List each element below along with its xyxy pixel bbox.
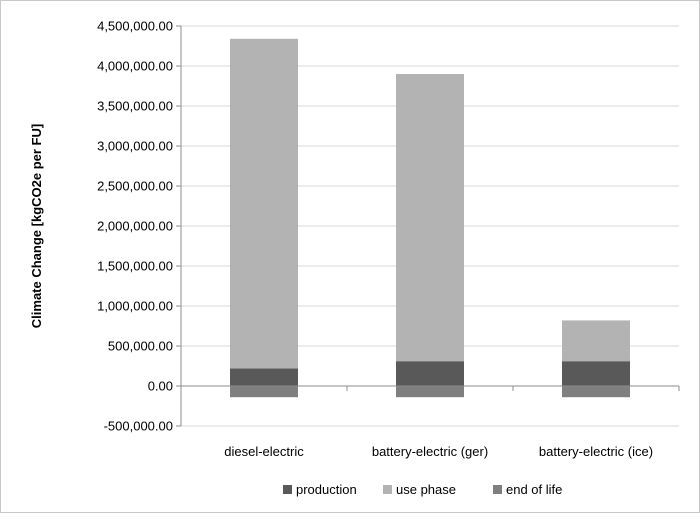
legend: production use phase end of life: [283, 482, 562, 497]
y-axis-title: Climate Change [kgCO2e per FU]: [29, 124, 44, 328]
legend-label-use-phase: use phase: [396, 482, 456, 497]
y-tick-label: 500,000.00: [108, 339, 173, 354]
y-tick-label: 1,500,000.00: [97, 259, 173, 274]
legend-label-production: production: [296, 482, 357, 497]
y-tick-labels: -500,000.00 0.00 500,000.00 1,000,000.00 1,5…: [97, 19, 173, 434]
bar-production-1: [396, 361, 464, 386]
bar-use-phase-2: [562, 320, 630, 362]
bar-use-phase-1: [396, 74, 464, 362]
legend-swatch-use-phase: [383, 485, 392, 494]
bar-end-of-life-1: [396, 386, 464, 398]
bars: [230, 38, 630, 398]
legend-label-end-of-life: end of life: [506, 482, 562, 497]
axes: [180, 26, 679, 426]
y-tick-label: 1,000,000.00: [97, 299, 173, 314]
category-labels: diesel-electric battery-electric (ger) bat…: [224, 444, 653, 459]
category-label: diesel-electric: [224, 444, 304, 459]
category-label: battery-electric (ice): [539, 444, 653, 459]
y-tick-label: 4,000,000.00: [97, 59, 173, 74]
bar-production-0: [230, 368, 298, 386]
bar-end-of-life-0: [230, 386, 298, 398]
bar-use-phase-0: [230, 38, 298, 369]
y-tick-label: 2,500,000.00: [97, 179, 173, 194]
y-tick-label: 3,500,000.00: [97, 99, 173, 114]
bar-end-of-life-2: [562, 386, 630, 398]
bar-production-2: [562, 361, 630, 386]
y-tick-label: 0.00: [148, 379, 173, 394]
y-tick-label: 2,000,000.00: [97, 219, 173, 234]
y-tick-label: 3,000,000.00: [97, 139, 173, 154]
legend-swatch-production: [283, 485, 292, 494]
y-tick-label: -500,000.00: [104, 419, 173, 434]
y-tick-label: 4,500,000.00: [97, 19, 173, 34]
category-label: battery-electric (ger): [372, 444, 488, 459]
legend-swatch-end-of-life: [493, 485, 502, 494]
